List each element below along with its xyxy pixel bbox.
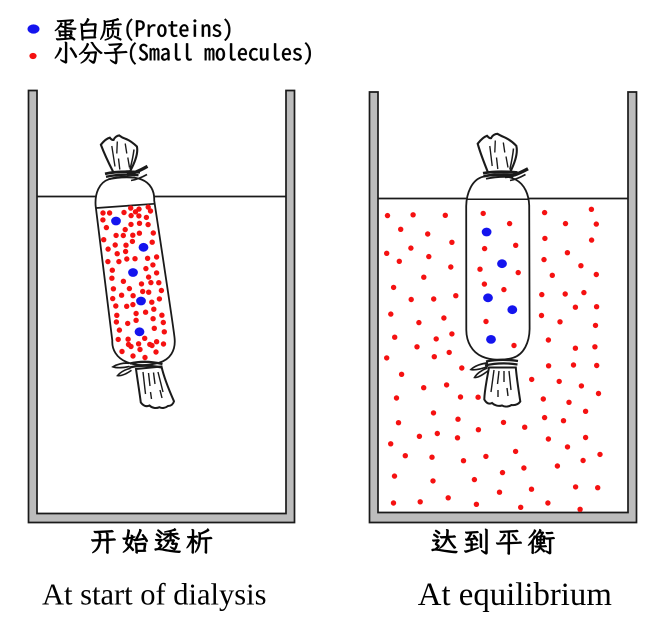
- svg-text:At start of dialysis: At start of dialysis: [42, 578, 267, 612]
- svg-text:At equilibrium: At equilibrium: [418, 577, 612, 613]
